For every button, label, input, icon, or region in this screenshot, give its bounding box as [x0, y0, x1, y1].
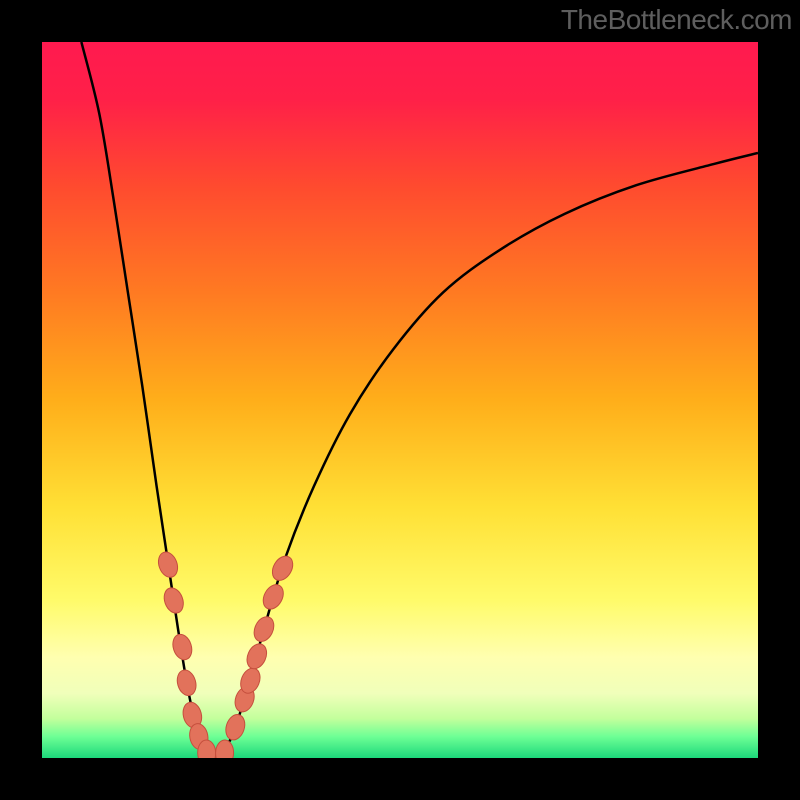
- frame-border: [0, 0, 42, 800]
- bottleneck-chart: [0, 0, 800, 800]
- frame-border: [758, 0, 800, 800]
- chart-container: TheBottleneck.com: [0, 0, 800, 800]
- gradient-background: [42, 42, 758, 758]
- watermark-text: TheBottleneck.com: [561, 4, 792, 36]
- frame-border: [0, 758, 800, 800]
